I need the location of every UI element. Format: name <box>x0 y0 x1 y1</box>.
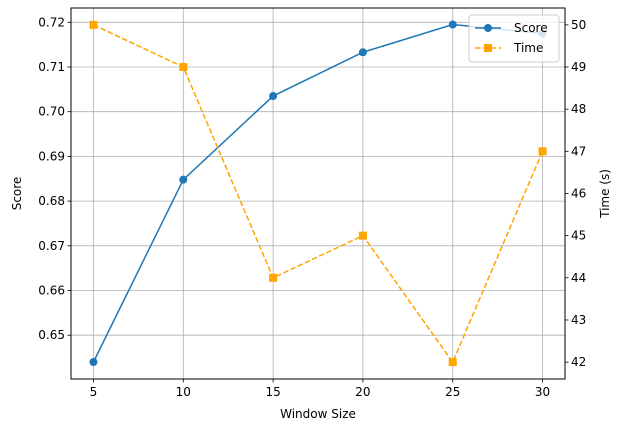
legend: Score Time <box>468 14 560 63</box>
legend-marker-score <box>484 24 492 32</box>
legend-label-score: Score <box>514 21 548 35</box>
series-score <box>89 20 547 367</box>
x-tick-label: 20 <box>355 385 370 399</box>
y-left-tick-label: 0.70 <box>38 105 65 119</box>
x-axis: 5 10 15 20 25 30 <box>90 379 550 399</box>
series-time <box>89 20 547 367</box>
y-right-tick-label: 46 <box>571 187 586 201</box>
x-tick-label: 25 <box>445 385 460 399</box>
x-tick-label: 5 <box>90 385 98 399</box>
y-axis-right: 42 43 44 45 46 47 48 49 50 <box>565 18 586 369</box>
y-right-tick-label: 42 <box>571 355 586 369</box>
x-tick-label: 30 <box>535 385 550 399</box>
data-point-time <box>358 231 367 240</box>
y-axis-left-label: Score <box>10 177 24 211</box>
data-point-score <box>448 20 457 29</box>
y-right-tick-label: 50 <box>571 18 586 32</box>
legend-marker-time <box>484 44 492 52</box>
y-right-tick-label: 45 <box>571 229 586 243</box>
data-point-score <box>358 48 367 57</box>
y-left-tick-label: 0.72 <box>38 15 65 29</box>
y-left-tick-label: 0.65 <box>38 328 65 342</box>
data-point-time <box>179 63 188 72</box>
y-axis-right-label: Time (s) <box>598 169 612 219</box>
y-right-tick-label: 44 <box>571 271 586 285</box>
data-point-score <box>179 175 188 184</box>
series-line-time <box>93 24 544 364</box>
data-point-time <box>448 358 457 367</box>
data-point-score <box>89 358 98 367</box>
y-left-tick-label: 0.68 <box>38 194 65 208</box>
legend-label-time: Time <box>513 41 543 55</box>
y-right-tick-label: 43 <box>571 313 586 327</box>
data-point-score <box>269 92 278 101</box>
y-left-tick-label: 0.71 <box>38 60 65 74</box>
x-tick-label: 15 <box>265 385 280 399</box>
series-layer <box>89 20 547 367</box>
grid-lines <box>71 8 565 379</box>
data-point-time <box>269 273 278 282</box>
y-left-tick-label: 0.66 <box>38 283 65 297</box>
y-left-tick-label: 0.67 <box>38 239 65 253</box>
y-right-tick-label: 49 <box>571 60 586 74</box>
x-axis-label: Window Size <box>280 407 356 421</box>
x-tick-label: 10 <box>176 385 191 399</box>
series-line-score <box>92 23 543 363</box>
y-left-tick-label: 0.69 <box>38 149 65 163</box>
data-point-time <box>89 20 98 29</box>
y-axis-left: 0.65 0.66 0.67 0.68 0.69 0.70 0.71 0.72 <box>38 15 71 342</box>
data-point-time <box>538 147 547 156</box>
y-right-tick-label: 48 <box>571 102 586 116</box>
y-right-tick-label: 47 <box>571 144 586 158</box>
